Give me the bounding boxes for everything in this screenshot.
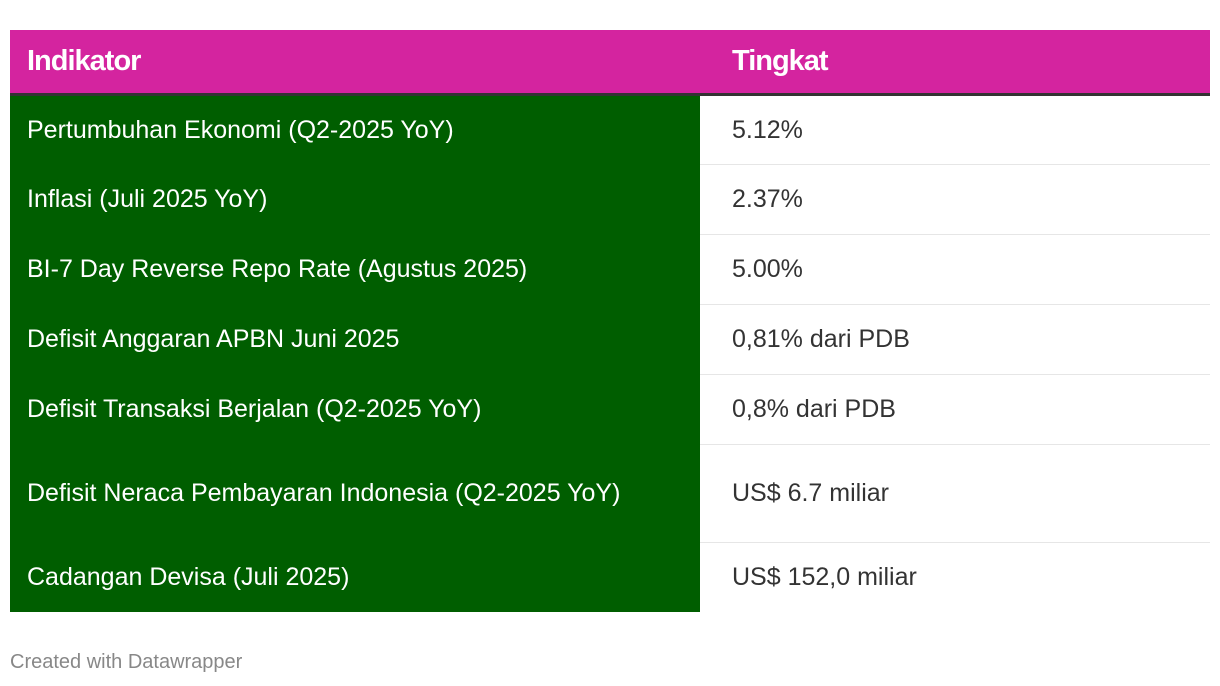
value-cell: 2.37% <box>700 164 1210 235</box>
indicator-cell: Pertumbuhan Ekonomi (Q2-2025 YoY) <box>10 94 700 164</box>
value-cell: 5.00% <box>700 234 1210 305</box>
table-row: Pertumbuhan Ekonomi (Q2-2025 YoY) 5.12% <box>10 94 1210 165</box>
data-table-container: Indikator Tingkat Pertumbuhan Ekonomi (Q… <box>10 30 1210 612</box>
indicator-cell: BI-7 Day Reverse Repo Rate (Agustus 2025… <box>10 234 700 304</box>
indicator-cell: Inflasi (Juli 2025 YoY) <box>10 164 700 234</box>
indicator-cell: Cadangan Devisa (Juli 2025) <box>10 542 700 612</box>
header-tingkat[interactable]: Tingkat <box>700 30 1210 96</box>
value-cell: 0,8% dari PDB <box>700 374 1210 445</box>
indicator-cell: Defisit Anggaran APBN Juni 2025 <box>10 304 700 374</box>
value-cell: US$ 6.7 miliar <box>700 444 1210 543</box>
table-row: BI-7 Day Reverse Repo Rate (Agustus 2025… <box>10 234 1210 305</box>
header-indikator[interactable]: Indikator <box>10 30 700 96</box>
table-row: Defisit Neraca Pembayaran Indonesia (Q2-… <box>10 444 1210 543</box>
table-row: Inflasi (Juli 2025 YoY) 2.37% <box>10 164 1210 235</box>
table-row: Defisit Anggaran APBN Juni 2025 0,81% da… <box>10 304 1210 375</box>
value-cell: 5.12% <box>700 94 1210 165</box>
data-table: Indikator Tingkat Pertumbuhan Ekonomi (Q… <box>10 30 1210 612</box>
value-cell: 0,81% dari PDB <box>700 304 1210 375</box>
table-row: Cadangan Devisa (Juli 2025) US$ 152,0 mi… <box>10 542 1210 612</box>
table-row: Defisit Transaksi Berjalan (Q2-2025 YoY)… <box>10 374 1210 445</box>
footer-credit[interactable]: Created with Datawrapper <box>10 651 243 673</box>
indicator-cell: Defisit Neraca Pembayaran Indonesia (Q2-… <box>10 444 700 542</box>
value-cell: US$ 152,0 miliar <box>732 563 917 592</box>
indicator-cell: Defisit Transaksi Berjalan (Q2-2025 YoY) <box>10 374 700 444</box>
table-header-row: Indikator Tingkat <box>10 30 1210 96</box>
